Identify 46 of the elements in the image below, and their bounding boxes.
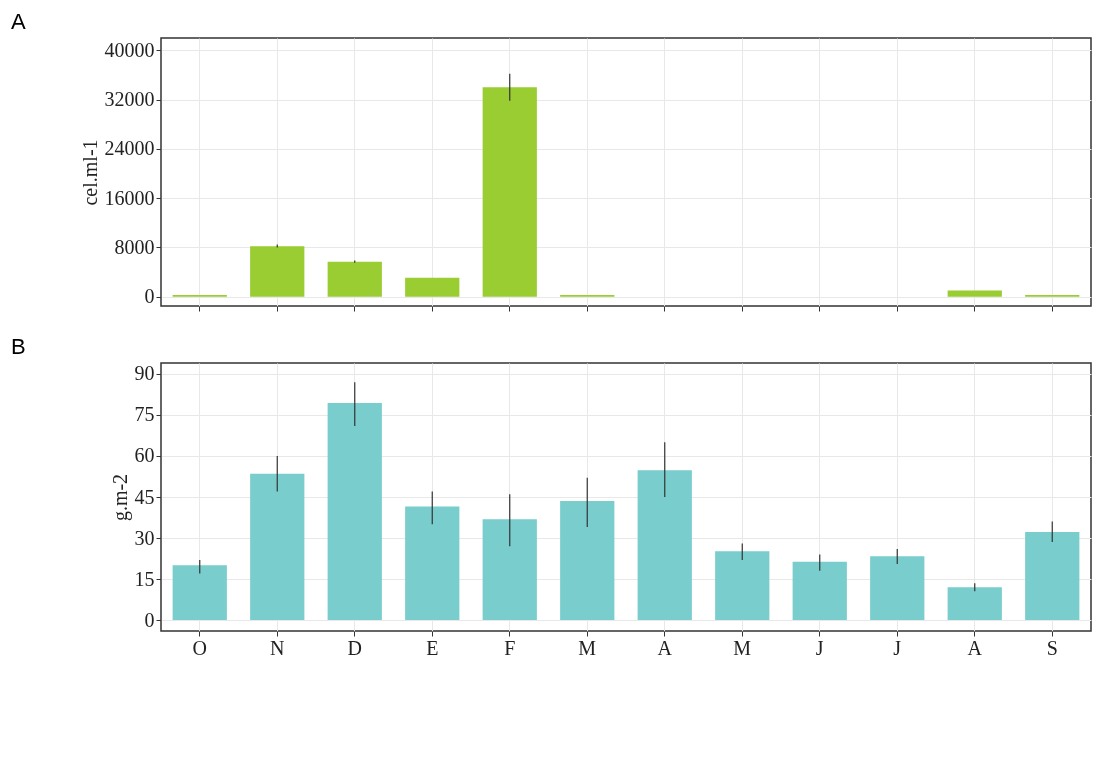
x-tick-label: M <box>578 636 597 659</box>
y-axis-title: cel.ml-1 <box>78 139 101 206</box>
y-tick-label: 16000 <box>104 186 155 209</box>
bar <box>250 246 305 297</box>
bar <box>792 561 847 621</box>
x-tick-label: F <box>504 636 516 659</box>
bar <box>405 506 460 621</box>
bar <box>482 519 537 621</box>
y-tick-label: 32000 <box>104 88 155 111</box>
x-tick-label: O <box>192 636 207 659</box>
y-tick-label: 0 <box>144 608 155 631</box>
x-tick-label: J <box>893 636 902 659</box>
bar <box>1025 532 1080 621</box>
bar <box>715 551 770 621</box>
x-tick-label: A <box>657 636 673 659</box>
y-tick-label: 75 <box>134 403 155 426</box>
bar <box>637 470 692 621</box>
x-tick-label: S <box>1046 636 1058 659</box>
y-tick-label: 8000 <box>114 235 155 258</box>
x-tick-label: J <box>815 636 824 659</box>
x-tick-label: M <box>733 636 752 659</box>
bar <box>250 473 305 621</box>
chart-title: B <box>11 334 26 359</box>
x-tick-label: N <box>270 636 285 659</box>
y-tick-label: 30 <box>134 526 155 549</box>
chart-title: A <box>11 9 26 34</box>
bar <box>327 402 382 621</box>
bar <box>870 556 925 621</box>
y-axis-title: g.m-2 <box>108 473 132 522</box>
bar <box>327 261 382 297</box>
y-tick-label: 15 <box>134 567 155 590</box>
bar <box>560 501 615 621</box>
y-tick-label: 0 <box>144 285 155 308</box>
y-tick-label: 90 <box>134 362 155 385</box>
bar <box>947 587 1002 621</box>
y-tick-label: 60 <box>134 444 155 467</box>
bar <box>482 87 537 297</box>
y-tick-label: 40000 <box>104 38 155 61</box>
x-tick-label: D <box>347 636 362 659</box>
bar <box>172 565 227 621</box>
y-tick-label: 24000 <box>104 137 155 160</box>
y-tick-label: 45 <box>134 485 155 508</box>
bar <box>405 277 460 297</box>
x-tick-label: E <box>426 636 439 659</box>
bar <box>947 290 1002 297</box>
x-tick-label: A <box>967 636 983 659</box>
